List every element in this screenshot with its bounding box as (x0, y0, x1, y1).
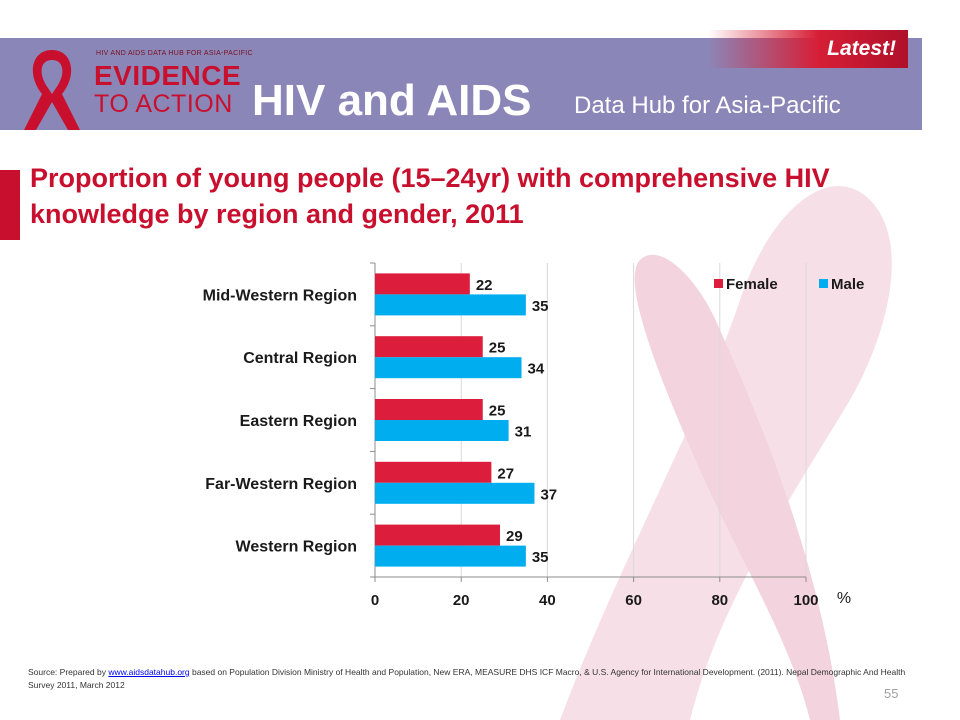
x-tick-label: 40 (539, 592, 556, 609)
data-label: 27 (497, 465, 514, 482)
latest-label: Latest! (827, 37, 896, 60)
data-label: 29 (506, 528, 523, 545)
bar-male (375, 545, 526, 567)
data-label: 35 (532, 298, 549, 315)
ribbon-logo-icon (24, 50, 80, 130)
legend-swatch-male (819, 279, 828, 288)
bar-male (375, 357, 522, 379)
x-tick-label: 60 (625, 592, 642, 609)
logo-tagline: HIV AND AIDS DATA HUB FOR ASIA-PACIFIC (96, 50, 253, 57)
x-tick-label: 20 (453, 592, 470, 609)
latest-badge: Latest! (708, 30, 908, 68)
title-accent-bar (0, 170, 20, 240)
slide-title: Proportion of young people (15–24yr) wit… (30, 163, 830, 229)
x-tick-label: 80 (711, 592, 728, 609)
source-link[interactable]: www.aidsdatahub.org (108, 667, 190, 677)
bar-female (375, 336, 483, 358)
bar-female (375, 399, 483, 420)
x-tick-label: 0 (371, 592, 379, 609)
legend-swatch-female (714, 279, 723, 288)
logo-evidence: EVIDENCE (94, 60, 242, 91)
source-prefix: Source: Prepared by (28, 667, 109, 677)
bar-female (375, 273, 470, 295)
data-label: 25 (489, 403, 506, 420)
data-label: 22 (476, 277, 493, 294)
bar-female (375, 524, 500, 546)
bar-female (375, 461, 492, 483)
data-label: 35 (532, 549, 549, 566)
data-label: 34 (528, 361, 545, 378)
data-label: 37 (540, 486, 557, 503)
y-tick-label: Far-Western Region (205, 476, 357, 493)
data-label: 25 (489, 340, 506, 357)
hub-title: HIV and AIDS (252, 76, 532, 125)
legend-label-female: Female (726, 276, 778, 293)
bar-male (375, 482, 535, 504)
x-tick-label: 100 (793, 592, 818, 609)
page-number: 55 (884, 686, 899, 701)
y-tick-label: Eastern Region (240, 413, 357, 430)
hub-subtitle: Data Hub for Asia-Pacific (574, 92, 841, 119)
source-suffix: based on Population Division Ministry of… (28, 667, 906, 690)
bar-male (375, 420, 509, 441)
logo-to-action: TO ACTION (94, 90, 233, 118)
bar-male (375, 294, 526, 316)
x-axis-label: % (837, 590, 851, 607)
y-tick-label: Western Region (236, 539, 358, 556)
legend-label-male: Male (831, 276, 864, 293)
y-tick-label: Mid-Western Region (203, 287, 357, 304)
y-tick-label: Central Region (243, 350, 357, 367)
data-label: 31 (515, 424, 532, 441)
source-note: Source: Prepared by www.aidsdatahub.org … (28, 666, 908, 692)
